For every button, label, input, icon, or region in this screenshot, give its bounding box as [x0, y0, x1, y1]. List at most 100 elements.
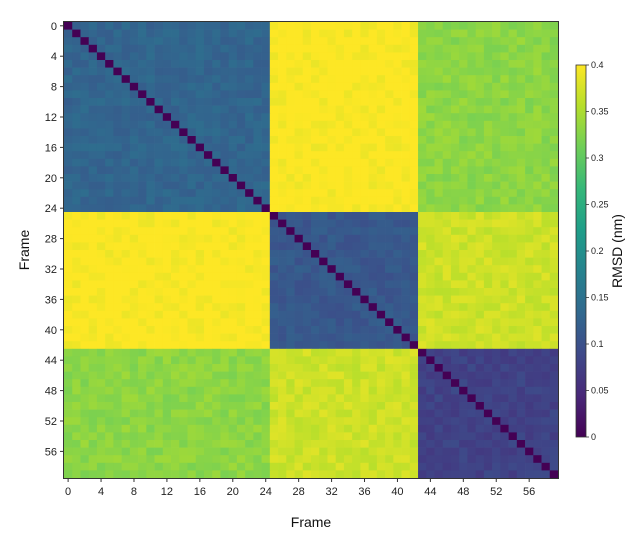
heatmap-cell: [516, 105, 526, 114]
heatmap-cell: [516, 52, 526, 61]
heatmap-cell: [195, 303, 205, 312]
heatmap-cell: [516, 166, 526, 175]
heatmap-cell: [80, 348, 90, 357]
heatmap-cell: [80, 341, 90, 350]
heatmap-cell: [88, 379, 98, 388]
heatmap-cell: [401, 402, 411, 410]
heatmap-cell: [88, 166, 98, 175]
heatmap-cell: [64, 120, 73, 129]
heatmap-cell: [121, 295, 131, 304]
heatmap-cell: [261, 37, 271, 46]
heatmap-cell: [72, 242, 81, 251]
heatmap-cell: [311, 371, 320, 380]
heatmap-cell: [352, 326, 361, 334]
heatmap-cell: [228, 196, 238, 205]
heatmap-cell: [352, 364, 361, 372]
heatmap-cell: [138, 356, 147, 365]
heatmap-cell: [319, 52, 328, 61]
heatmap-cell: [261, 333, 271, 342]
heatmap-cell: [113, 234, 122, 243]
heatmap-cell: [508, 75, 518, 84]
heatmap-cell: [352, 181, 361, 190]
heatmap-cell: [162, 189, 172, 198]
heatmap-cell: [352, 37, 361, 46]
heatmap-cell: [450, 212, 460, 220]
x-tick-label: 48: [457, 486, 469, 498]
heatmap-cell: [179, 234, 188, 243]
heatmap-cell: [138, 29, 147, 38]
heatmap-cell: [516, 288, 526, 296]
heatmap-cell: [385, 158, 394, 167]
heatmap-cell: [171, 250, 180, 258]
heatmap-cell: [467, 348, 477, 357]
heatmap-cell: [171, 227, 180, 236]
heatmap-cell: [549, 424, 559, 433]
heatmap-cell: [385, 189, 394, 198]
heatmap-cell: [171, 462, 180, 471]
heatmap-cell: [138, 364, 147, 372]
x-tick-label: 20: [227, 486, 239, 498]
heatmap-cell: [467, 272, 477, 281]
heatmap-cell: [368, 417, 378, 426]
heatmap-cell: [64, 424, 73, 433]
heatmap-cell: [311, 303, 320, 312]
heatmap-cell: [162, 409, 172, 418]
heatmap-cell: [475, 98, 485, 106]
heatmap-cell: [162, 288, 172, 296]
heatmap-cell: [434, 90, 444, 99]
heatmap-cell: [467, 303, 477, 312]
heatmap-cell: [492, 265, 501, 274]
heatmap-cell: [179, 326, 188, 334]
heatmap-cell: [533, 166, 542, 175]
heatmap-cell: [162, 29, 172, 38]
heatmap-cell: [228, 98, 238, 106]
heatmap-cell: [203, 52, 213, 61]
heatmap-cell: [335, 402, 345, 410]
heatmap-cell: [154, 143, 164, 152]
heatmap-cell: [516, 440, 526, 448]
heatmap-cell: [236, 326, 246, 334]
heatmap-cell: [278, 280, 287, 289]
heatmap-cell: [80, 272, 90, 281]
heatmap-cell: [269, 143, 279, 152]
heatmap-cell: [72, 120, 81, 129]
heatmap-cell: [541, 196, 551, 205]
heatmap-cell: [129, 424, 139, 433]
heatmap-cell: [467, 250, 477, 258]
heatmap-cell: [442, 341, 452, 350]
heatmap-cell: [311, 432, 320, 441]
heatmap-cell: [195, 136, 205, 144]
heatmap-cell: [278, 158, 287, 167]
heatmap-cell: [533, 75, 542, 84]
heatmap-cell: [179, 151, 188, 160]
heatmap-cell: [376, 98, 386, 106]
heatmap-cell: [302, 136, 312, 144]
heatmap-cell: [72, 364, 81, 372]
heatmap-cell: [146, 113, 155, 122]
heatmap-cell: [533, 151, 542, 160]
heatmap-cell: [409, 470, 419, 479]
heatmap-cell: [393, 113, 402, 122]
heatmap-cell: [154, 288, 164, 296]
heatmap-cell: [418, 295, 427, 304]
heatmap-cell: [368, 242, 378, 251]
heatmap-cell: [311, 37, 320, 46]
heatmap-cell: [138, 326, 147, 334]
heatmap-cell: [409, 265, 419, 274]
heatmap-cell: [327, 356, 337, 365]
heatmap-cell: [450, 105, 460, 114]
colorbar-tick-label: 0.1: [591, 339, 604, 349]
heatmap-cell: [203, 333, 213, 342]
heatmap-cell: [467, 417, 477, 426]
heatmap-cell: [442, 212, 452, 220]
heatmap-cell: [154, 166, 164, 175]
heatmap-cell: [508, 204, 518, 213]
heatmap-cell: [203, 356, 213, 365]
heatmap-cell: [475, 212, 485, 220]
heatmap-cell: [253, 447, 262, 456]
heatmap-cell: [269, 158, 279, 167]
heatmap-cell: [401, 333, 411, 342]
heatmap-cell: [516, 227, 526, 236]
heatmap-cell: [245, 470, 254, 479]
heatmap-cell: [500, 44, 509, 53]
